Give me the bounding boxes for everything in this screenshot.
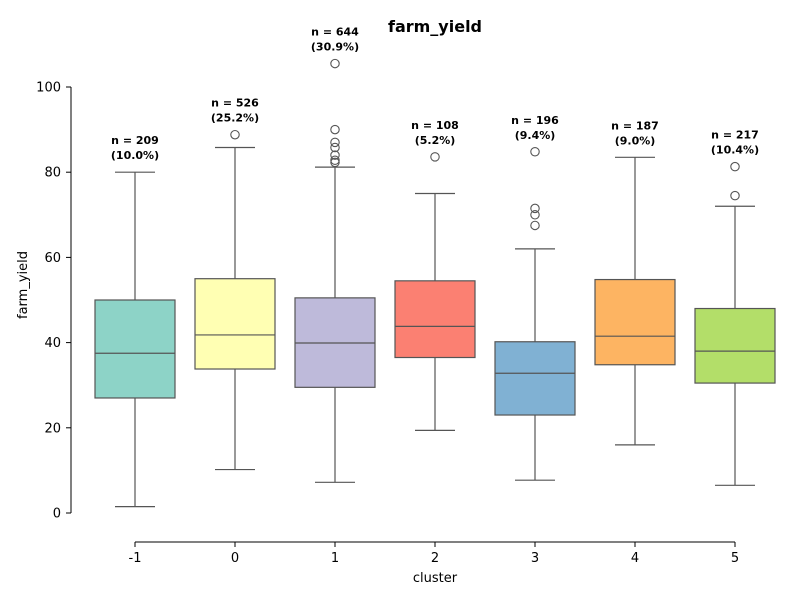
percent-annotation: (10.0%) (111, 149, 159, 162)
count-annotation: n = 209 (111, 134, 159, 147)
iqr-box (94, 299, 176, 399)
outlier-point (330, 157, 340, 168)
outlier-point (530, 147, 540, 157)
x-tick-label: 4 (631, 551, 639, 566)
outlier-point (530, 210, 540, 220)
box-group: n = 196 (9.4%) (494, 114, 576, 481)
y-tick-label: 60 (44, 251, 61, 266)
x-tick-label: 3 (531, 551, 539, 566)
count-annotation: n = 196 (511, 114, 559, 127)
outlier-point (430, 152, 440, 162)
y-tick-label: 80 (44, 166, 61, 181)
percent-annotation: (9.4%) (515, 129, 556, 142)
count-annotation: n = 108 (411, 119, 459, 132)
outlier-point (330, 58, 340, 69)
box-group: n = 209 (10.0%) (94, 134, 176, 508)
y-tick-label: 0 (53, 507, 61, 522)
y-tick-label: 40 (44, 336, 61, 351)
box-group: n = 526 (25.2%) (194, 97, 276, 471)
count-annotation: n = 526 (211, 97, 259, 110)
iqr-box (194, 278, 276, 370)
iqr-box (694, 307, 776, 384)
outlier-point (530, 220, 540, 231)
outlier-point (330, 155, 340, 166)
outlier-point (330, 137, 340, 148)
x-axis-label: cluster (413, 571, 458, 586)
percent-annotation: (25.2%) (211, 112, 259, 125)
outlier-point (530, 203, 540, 214)
outlier-point (330, 150, 340, 160)
percent-annotation: (5.2%) (415, 134, 456, 147)
x-tick-label: 2 (431, 551, 439, 566)
y-tick-label: 100 (36, 81, 61, 96)
y-tick-label: 20 (44, 421, 61, 436)
iqr-box (594, 278, 676, 366)
y-axis-label: farm_yield (16, 251, 31, 319)
chart-title: farm_yield (388, 17, 482, 36)
box-group: n = 217 (10.4%) (694, 129, 776, 486)
percent-annotation: (10.4%) (711, 144, 759, 157)
count-annotation: n = 217 (711, 129, 759, 142)
y-axis-ticks: 0 20 40 60 80 100 (36, 81, 71, 522)
box-group: n = 644 (30.9%) (294, 26, 376, 483)
x-tick-label: 5 (731, 551, 739, 566)
x-tick-label: 0 (231, 551, 239, 566)
boxes-group: n = 209 (10.0%) n = 526 (25.2%) n = 644 (30.9… (94, 26, 776, 508)
outlier-point (330, 124, 340, 135)
box-group: n = 187 (9.0%) (594, 119, 676, 446)
percent-annotation: (9.0%) (615, 134, 656, 147)
iqr-box (494, 341, 576, 416)
x-tick-label: -1 (129, 551, 142, 566)
outlier-point (330, 142, 340, 153)
outlier-point (230, 129, 240, 140)
iqr-box (394, 280, 476, 359)
outlier-point (730, 190, 740, 201)
box-group: n = 108 (5.2%) (394, 119, 476, 431)
outlier-point (730, 161, 740, 172)
x-axis-ticks: -1 0 1 2 3 4 5 (129, 542, 739, 566)
count-annotation: n = 187 (611, 119, 659, 132)
x-tick-label: 1 (331, 551, 339, 566)
count-annotation: n = 644 (311, 26, 359, 39)
percent-annotation: (30.9%) (311, 41, 359, 54)
